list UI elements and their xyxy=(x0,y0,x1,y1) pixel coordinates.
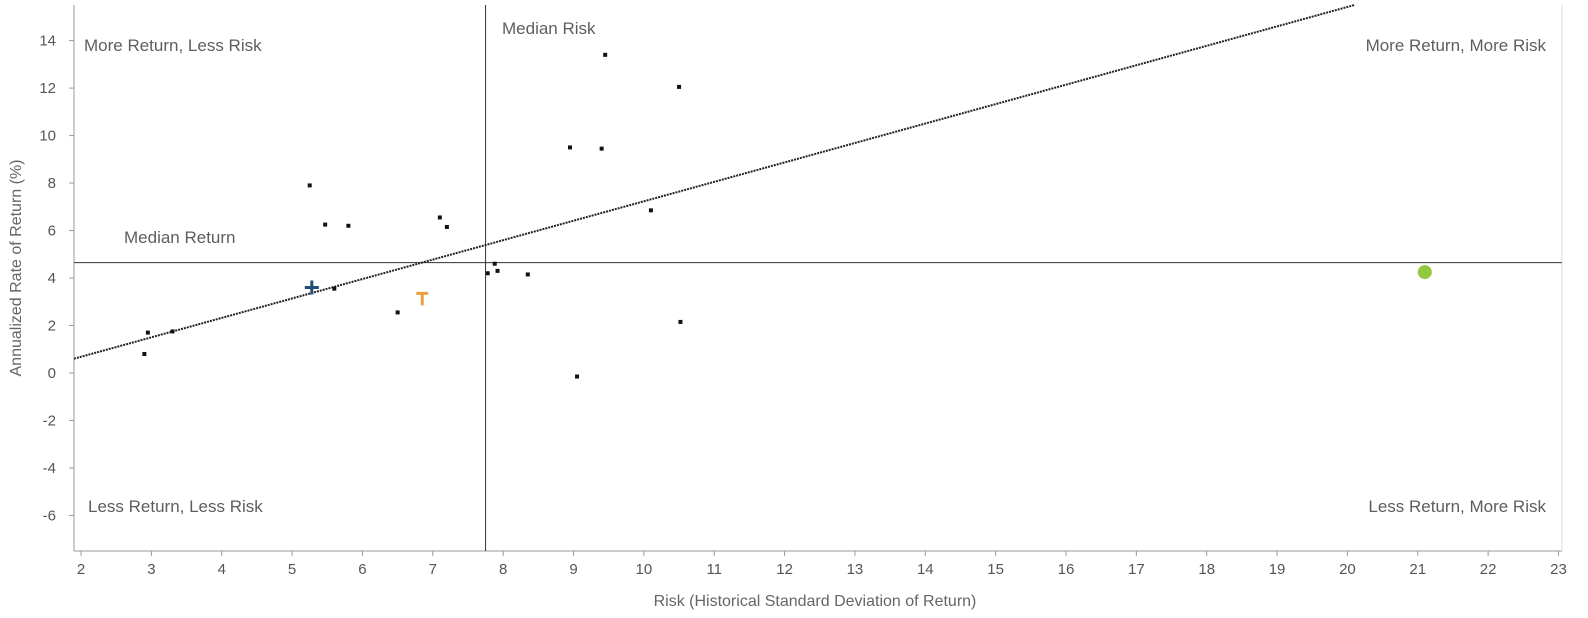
x-tick-label: 10 xyxy=(636,561,653,578)
data-point-square xyxy=(444,224,449,229)
x-axis-title: Risk (Historical Standard Deviation of R… xyxy=(654,593,977,610)
data-point-square xyxy=(603,52,608,57)
data-point-square xyxy=(485,271,490,276)
median-return-label: Median Return xyxy=(124,228,236,247)
x-tick-label: 20 xyxy=(1339,561,1356,578)
data-point-square xyxy=(395,310,400,315)
x-tick-label: 7 xyxy=(429,561,437,578)
x-tick-label: 4 xyxy=(218,561,226,578)
x-tick-label: 21 xyxy=(1409,561,1426,578)
y-tick-label: 2 xyxy=(48,317,56,334)
quadrant-label-top-right: More Return, More Risk xyxy=(1366,36,1547,55)
x-tick-label: 12 xyxy=(776,561,793,578)
data-point-square xyxy=(495,268,500,273)
data-point-square xyxy=(678,319,683,324)
quadrant-label-bottom-left: Less Return, Less Risk xyxy=(88,497,263,516)
data-point-square xyxy=(332,286,337,291)
x-tick-label: 3 xyxy=(147,561,155,578)
y-tick-label: -6 xyxy=(43,507,56,524)
data-point-square xyxy=(307,183,312,188)
data-point-square xyxy=(648,208,653,213)
y-tick-label: 4 xyxy=(48,270,56,287)
data-point-square xyxy=(492,261,497,266)
data-point-square xyxy=(170,329,175,334)
data-point-square xyxy=(346,223,351,228)
x-tick-label: 2 xyxy=(77,561,85,578)
x-tick-label: 8 xyxy=(499,561,507,578)
x-tick-label: 17 xyxy=(1128,561,1145,578)
y-tick-label: -4 xyxy=(43,460,56,477)
x-tick-label: 6 xyxy=(358,561,366,578)
x-tick-label: 5 xyxy=(288,561,296,578)
y-tick-label: 10 xyxy=(39,128,56,145)
y-ticks: -6 -4 -2 0 2 4 6 8 10 12 14 xyxy=(39,33,74,524)
data-point-circle xyxy=(1417,265,1432,280)
y-tick-label: 6 xyxy=(48,223,56,240)
data-point-square xyxy=(599,146,604,151)
axes: 2 3 4 5 6 7 8 9 10 11 12 13 14 15 16 17 18 19 20 21 22 23 -6-… xyxy=(39,5,1567,578)
y-axis-title: Annualized Rate of Return (%) xyxy=(8,160,25,377)
data-point-square xyxy=(437,215,442,220)
trend-line xyxy=(73,4,1355,360)
data-point-t xyxy=(416,291,429,306)
reference-lines xyxy=(73,4,1562,551)
x-tick-label: 16 xyxy=(1058,561,1075,578)
x-tick-label: 19 xyxy=(1269,561,1286,578)
x-tick-label: 23 xyxy=(1550,561,1567,578)
data-point-square xyxy=(575,374,580,379)
x-tick-label: 18 xyxy=(1198,561,1215,578)
y-tick-label: 0 xyxy=(48,365,56,382)
median-risk-label: Median Risk xyxy=(502,19,596,38)
data-point-square xyxy=(145,330,150,335)
data-point-plus xyxy=(304,280,319,295)
data-point-square xyxy=(677,84,682,89)
data-point-square xyxy=(568,145,572,150)
data-points xyxy=(142,52,1432,379)
data-point-square xyxy=(323,222,328,227)
x-tick-label: 9 xyxy=(569,561,577,578)
y-tick-label: -2 xyxy=(43,412,56,429)
data-point-square xyxy=(525,272,530,277)
y-tick-label: 14 xyxy=(39,33,56,50)
x-tick-label: 15 xyxy=(987,561,1004,578)
quadrant-label-bottom-right: Less Return, More Risk xyxy=(1368,497,1546,516)
y-tick-label: 8 xyxy=(48,175,56,192)
x-tick-label: 13 xyxy=(847,561,864,578)
quadrant-label-top-left: More Return, Less Risk xyxy=(84,36,262,55)
y-tick-label: 12 xyxy=(39,80,56,97)
x-tick-label: 22 xyxy=(1480,561,1497,578)
data-point-square xyxy=(142,351,147,356)
x-ticks: 2 3 4 5 6 7 8 9 10 11 12 13 14 15 16 17 18 19 20 21 22 23 xyxy=(77,551,1567,578)
x-tick-label: 14 xyxy=(917,561,934,578)
x-tick-label: 11 xyxy=(706,561,722,578)
